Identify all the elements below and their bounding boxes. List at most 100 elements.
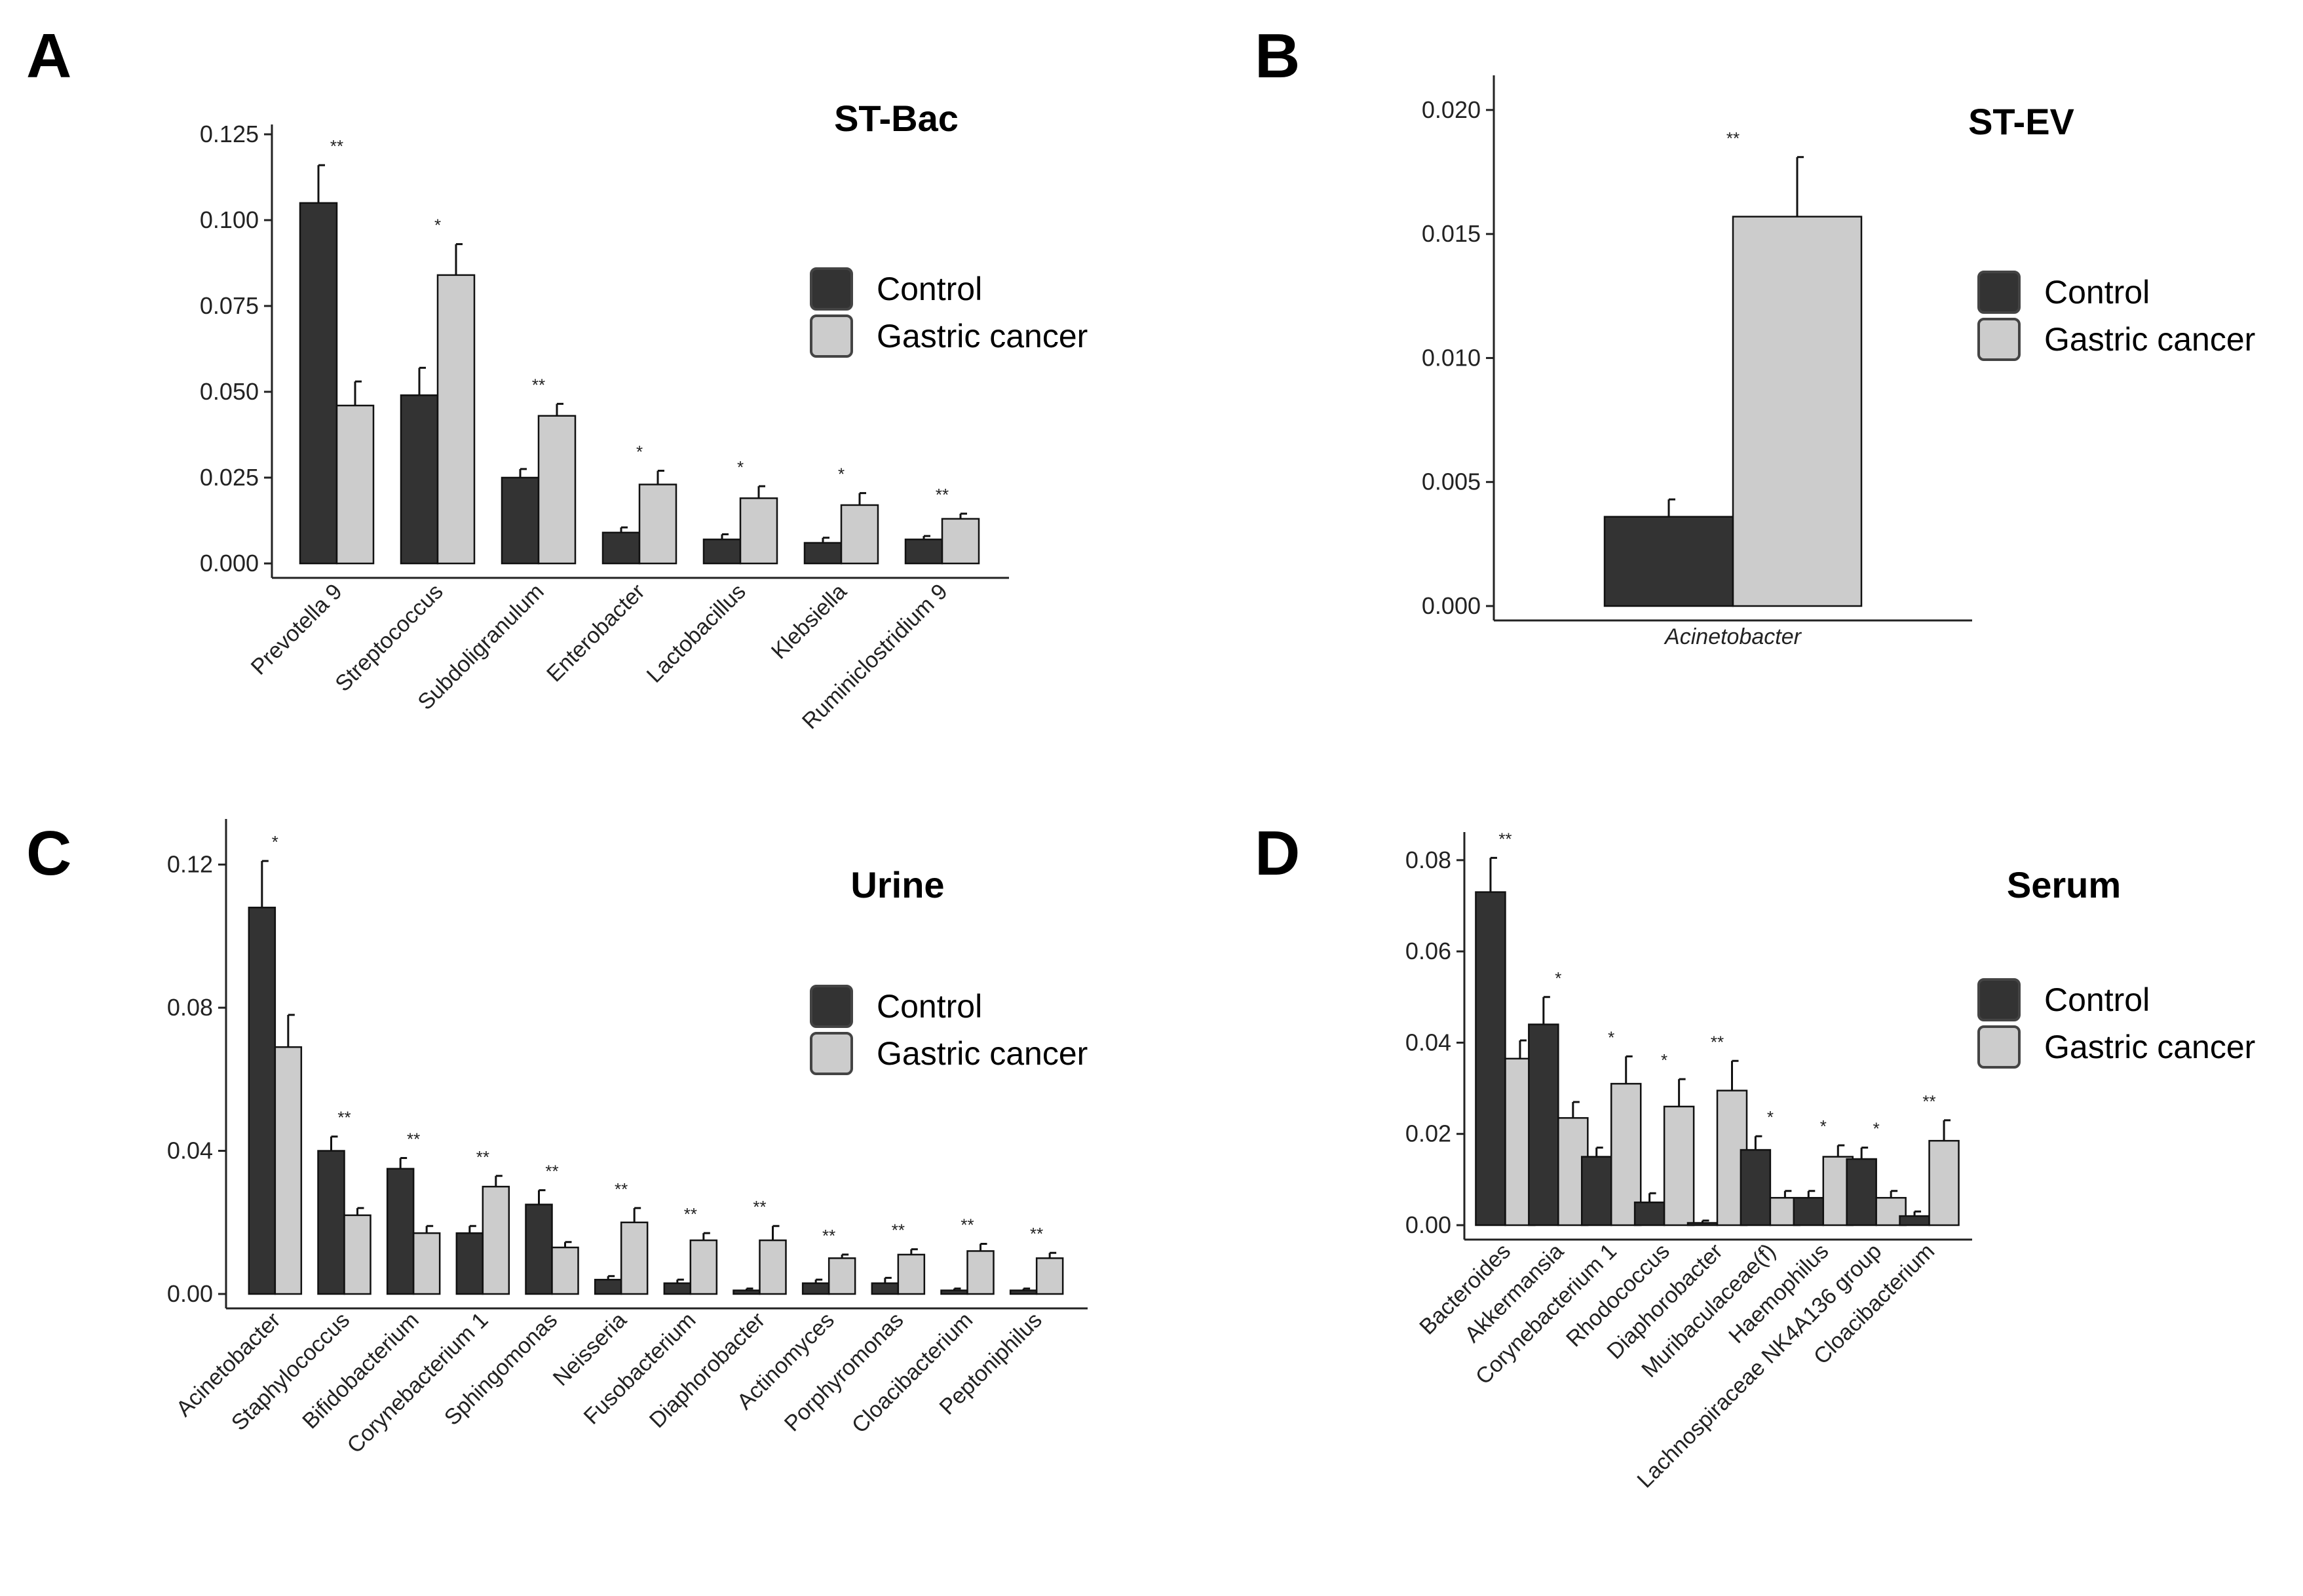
error-bar xyxy=(953,1287,961,1291)
bar-gastric-cancer xyxy=(537,415,577,565)
x-category-label: Staphylococcus xyxy=(227,1308,354,1435)
panel-letter: D xyxy=(1255,818,1300,888)
y-tick-label: 0.050 xyxy=(200,378,259,405)
error-bar xyxy=(519,468,527,478)
bar-control xyxy=(702,539,742,565)
bar-control xyxy=(594,1278,622,1295)
legend-label: Gastric cancer xyxy=(2044,1029,2255,1065)
bar-gastric-cancer xyxy=(840,504,879,565)
error-bar xyxy=(317,164,325,203)
legend-swatch-control xyxy=(810,267,853,311)
significance-marker: ** xyxy=(407,1129,420,1149)
chart-title: ST-Bac xyxy=(834,98,959,139)
bar-control xyxy=(1633,1201,1665,1226)
error-bar xyxy=(822,537,829,543)
chart-title: ST-EV xyxy=(1968,101,2074,142)
error-bar xyxy=(455,243,463,275)
x-category-label: Bifidobacterium xyxy=(297,1308,424,1434)
y-tick-label: 0.025 xyxy=(200,464,259,491)
x-category-label: Acinetobacter xyxy=(1664,624,1802,649)
bar-gastric-cancer xyxy=(274,1046,303,1295)
y-tick-label: 0.075 xyxy=(200,292,259,319)
chart-title: Serum xyxy=(2007,864,2121,905)
y-tick-label: 0.125 xyxy=(200,121,259,147)
significance-marker: ** xyxy=(615,1179,628,1199)
significance-marker: * xyxy=(1873,1119,1880,1139)
bar-control xyxy=(455,1232,484,1295)
error-bar xyxy=(1783,1190,1792,1198)
error-bar xyxy=(633,1207,641,1223)
error-bar xyxy=(1702,1219,1709,1223)
error-bar xyxy=(676,1278,684,1283)
y-tick-label: 0.020 xyxy=(1422,96,1481,123)
legend-swatch-gastric-cancer xyxy=(810,1032,853,1075)
error-bar xyxy=(1807,1190,1816,1198)
x-category-label: Klebsiella xyxy=(767,579,852,664)
legend: Control Gastric cancer xyxy=(810,267,1088,358)
significance-marker: * xyxy=(636,442,643,462)
error-bar xyxy=(425,1225,434,1234)
error-bar xyxy=(757,485,765,499)
significance-marker: * xyxy=(838,465,845,484)
bar-control xyxy=(1603,516,1734,607)
bar-control xyxy=(663,1282,692,1295)
panel-d: D Serum0.000.020.040.060.08**Bacteroides*… xyxy=(1255,818,2255,1493)
bar-control xyxy=(1475,891,1506,1226)
error-bar xyxy=(746,1287,753,1291)
bar-control xyxy=(400,394,439,565)
significance-marker: * xyxy=(1820,1116,1827,1136)
bar-control xyxy=(1846,1158,1877,1226)
y-tick-label: 0.06 xyxy=(1405,938,1451,964)
error-bar xyxy=(1648,1192,1656,1203)
error-bar xyxy=(330,1135,338,1151)
significance-marker: * xyxy=(1555,968,1561,988)
legend-label: Gastric cancer xyxy=(2044,321,2255,358)
bar-control xyxy=(601,531,641,565)
bar-gastric-cancer xyxy=(1663,1105,1695,1226)
legend-swatch-gastric-cancer xyxy=(1977,318,2021,361)
x-category-label: Cloacibacterium xyxy=(847,1308,978,1438)
error-bar xyxy=(564,1241,572,1247)
error-bar xyxy=(399,1156,408,1169)
legend-swatch-control xyxy=(810,985,853,1028)
legend: Control Gastric cancer xyxy=(1977,271,2255,361)
y-tick-label: 0.02 xyxy=(1405,1120,1451,1147)
significance-marker: ** xyxy=(337,1108,351,1128)
error-bar xyxy=(814,1278,823,1283)
bar-gastric-cancer xyxy=(412,1232,441,1295)
significance-marker: ** xyxy=(330,136,343,156)
legend-label: Control xyxy=(877,988,982,1025)
bar-control xyxy=(1686,1222,1719,1226)
legend: Control Gastric cancer xyxy=(810,985,1088,1075)
error-bar xyxy=(418,366,426,396)
panel-letter: B xyxy=(1255,21,1300,91)
significance-marker: ** xyxy=(476,1147,489,1167)
significance-marker: ** xyxy=(822,1226,835,1245)
y-tick-label: 0.100 xyxy=(200,206,259,233)
error-bar xyxy=(841,1253,849,1259)
bar-control xyxy=(733,1289,761,1295)
error-bar xyxy=(657,470,664,485)
error-bar xyxy=(468,1225,476,1234)
error-bar xyxy=(1731,1059,1739,1091)
bar-gastric-cancer xyxy=(1035,1257,1064,1295)
error-bar xyxy=(1595,1147,1603,1157)
bar-gastric-cancer xyxy=(759,1239,787,1295)
error-bar xyxy=(1572,1101,1580,1118)
bar-control xyxy=(317,1150,345,1295)
bar-control xyxy=(1580,1156,1612,1226)
bar-control xyxy=(1009,1289,1038,1295)
legend: Control Gastric cancer xyxy=(1977,978,2255,1069)
error-bar xyxy=(356,1207,364,1215)
y-tick-label: 0.04 xyxy=(167,1137,213,1164)
bar-control xyxy=(803,542,843,565)
chart-title: Urine xyxy=(850,864,944,905)
error-bar xyxy=(1625,1055,1633,1084)
error-bar xyxy=(287,1014,295,1048)
bar-gastric-cancer xyxy=(436,274,476,565)
significance-marker: ** xyxy=(1030,1224,1043,1244)
bar-gastric-cancer xyxy=(620,1221,649,1295)
legend-label: Gastric cancer xyxy=(877,1035,1088,1072)
